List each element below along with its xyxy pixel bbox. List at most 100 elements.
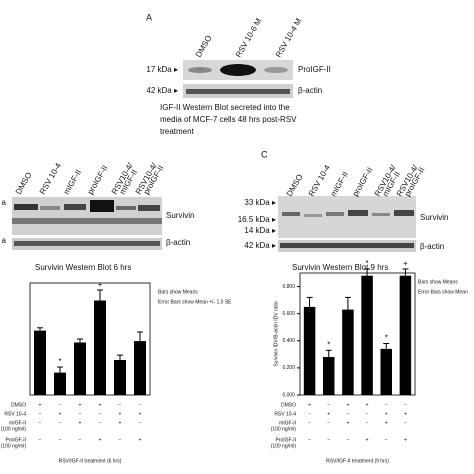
plot-frame (29, 282, 151, 396)
row-cell: + (366, 402, 369, 408)
y-tick-label: 0.200 (282, 365, 295, 371)
row-label: (100 ng/ml) (1, 426, 27, 432)
row-label: (100 ng/ml) (271, 443, 297, 449)
bar (323, 357, 335, 395)
blot-a (183, 60, 293, 98)
kda-label: 17 kDa ▸ (146, 65, 178, 74)
bar (54, 372, 66, 395)
row-cell: + (79, 420, 82, 426)
y-tick-label: 0.600 (282, 311, 295, 317)
significance-mark: * (58, 357, 61, 366)
row-cell: − (139, 402, 142, 408)
annotation: Bars show Means (158, 289, 198, 295)
kda-label: 42 kDa ▸ (146, 86, 178, 95)
row-cell: + (119, 420, 122, 426)
y-tick-label: 0.400 (282, 338, 295, 344)
row-cell: − (59, 402, 62, 408)
protein-label: Survivin (166, 211, 194, 220)
row-cell: + (346, 402, 349, 408)
panel-letter: A (146, 12, 152, 22)
panel-letter: C (261, 149, 268, 159)
y-tick-label: 0.800 (282, 284, 295, 290)
row-cell: + (139, 437, 142, 443)
kda-label: 16.5 kDa ▸ (238, 215, 276, 224)
row-cell: + (327, 411, 330, 417)
row-cell: − (79, 437, 82, 443)
row-cell: − (327, 437, 330, 443)
row-cell: + (99, 437, 102, 443)
row-cell: − (385, 437, 388, 443)
significance-mark: + (98, 280, 103, 289)
annotation: Error Bars show Mean (418, 289, 468, 295)
bar (399, 275, 412, 395)
row-cell: − (99, 411, 102, 417)
row-cell: + (79, 402, 82, 408)
row-label: DMSO (281, 402, 296, 408)
row-label: DMSO (11, 402, 26, 408)
row-cell: − (366, 411, 369, 417)
row-cell: + (99, 402, 102, 408)
row-cell: + (59, 411, 62, 417)
row-cell: − (39, 420, 42, 426)
annotation: Error Bars show Mean +/- 1.0 SE (158, 299, 232, 305)
row-cell: − (79, 411, 82, 417)
blot-b (12, 197, 162, 250)
row-cell: − (385, 402, 388, 408)
significance-mark: * (327, 340, 330, 349)
row-label: mIGF-II (279, 420, 296, 426)
row-cell: − (99, 420, 102, 426)
plot-frame (299, 272, 416, 396)
row-label: (100 ng/ml) (271, 426, 297, 432)
row-label: ProIGF-II (275, 437, 296, 443)
protein-label: β-actin (298, 86, 322, 95)
row-cell: + (346, 420, 349, 426)
significance-mark: + (403, 259, 408, 268)
significance-mark: * (385, 334, 388, 343)
row-cell: + (366, 437, 369, 443)
row-cell: + (119, 411, 122, 417)
bar (342, 309, 354, 395)
y-axis-label: Survivin IDV/B-actin IDV ratio (273, 301, 279, 367)
row-cell: + (139, 411, 142, 417)
row-cell: − (327, 402, 330, 408)
bar (94, 300, 106, 395)
protein-label: Survivin (420, 213, 448, 222)
row-label: RSV 10-4 (4, 411, 26, 417)
caption: media of MCF-7 cells 48 hrs post-RSV (160, 115, 297, 124)
row-cell: − (404, 402, 407, 408)
bar (303, 306, 316, 395)
row-cell: + (404, 411, 407, 417)
bar (134, 341, 146, 395)
row-cell: − (346, 411, 349, 417)
bar (74, 342, 86, 395)
protein-label: β-actin (166, 238, 190, 247)
row-cell: − (59, 420, 62, 426)
row-cell: − (139, 420, 142, 426)
blot-c (278, 196, 416, 252)
row-cell: − (346, 437, 349, 443)
protein-label: β-actin (420, 242, 444, 251)
row-label: (100 ng/ml) (1, 443, 27, 449)
row-cell: + (385, 411, 388, 417)
row-cell: + (385, 420, 388, 426)
row-cell: + (404, 437, 407, 443)
row-cell: − (39, 437, 42, 443)
kda-label: a (2, 198, 7, 207)
bar (361, 275, 373, 395)
row-cell: + (39, 402, 42, 408)
row-label: ProIGF-II (5, 437, 26, 443)
bar (114, 360, 126, 395)
row-cell: − (308, 420, 311, 426)
row-cell: − (59, 437, 62, 443)
bar (34, 330, 46, 395)
annotation: Bars show Means (418, 279, 458, 285)
kda-label: 42 kDa ▸ (244, 241, 276, 250)
x-axis-label: RSV/IGF-II treatment (6 hrs) (59, 458, 122, 464)
row-cell: − (308, 411, 311, 417)
caption: Survivin Western Blot 6 hrs (35, 263, 131, 272)
significance-mark: * (366, 259, 369, 268)
x-axis-label: RSV/IGF-II treatment (9 hrs) (326, 458, 389, 464)
caption: treatment (160, 127, 195, 136)
protein-label: ProIGF-II (298, 65, 331, 74)
